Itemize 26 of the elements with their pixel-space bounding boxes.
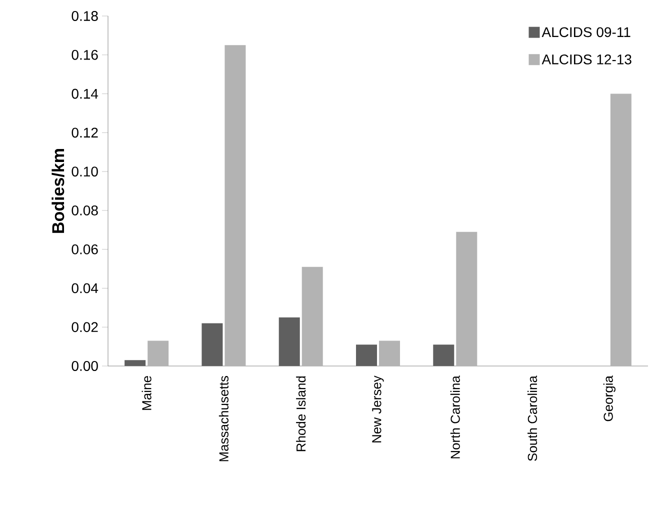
x-tick-label: Rhode Island	[296, 376, 306, 452]
legend-label: ALCIDS 09-11	[542, 27, 630, 38]
bar	[379, 340, 400, 366]
y-tick-label: 0.08	[72, 205, 98, 216]
y-tick-label: 0.16	[72, 50, 98, 60]
bar	[224, 45, 246, 366]
y-tick-label: 0.02	[72, 322, 98, 332]
bar	[148, 340, 169, 366]
x-tick-label: New Jersey	[372, 376, 384, 442]
y-tick-label: 0.06	[72, 244, 98, 254]
bar	[610, 94, 632, 366]
bar	[456, 232, 478, 366]
x-tick-label: Massachusetts	[218, 376, 228, 462]
y-tick-label: 0.18	[72, 11, 98, 21]
legend-label: ALCIDS 12-13	[542, 54, 632, 64]
x-tick-label: Maine	[142, 376, 152, 410]
bar	[302, 266, 323, 366]
y-tick-label: 0.12	[72, 128, 98, 138]
x-tick-label: South Carolina	[528, 376, 538, 461]
y-tick-label: 0.14	[72, 88, 98, 99]
x-tick-label: North Carolina	[450, 376, 460, 458]
y-tick-label: 0.04	[72, 283, 98, 294]
x-tick-label: Georgia	[603, 376, 616, 422]
y-tick-label: 0.00	[72, 361, 98, 371]
y-axis-title: Bodies/km	[52, 149, 64, 233]
y-tick-label: 0.10	[72, 166, 98, 177]
